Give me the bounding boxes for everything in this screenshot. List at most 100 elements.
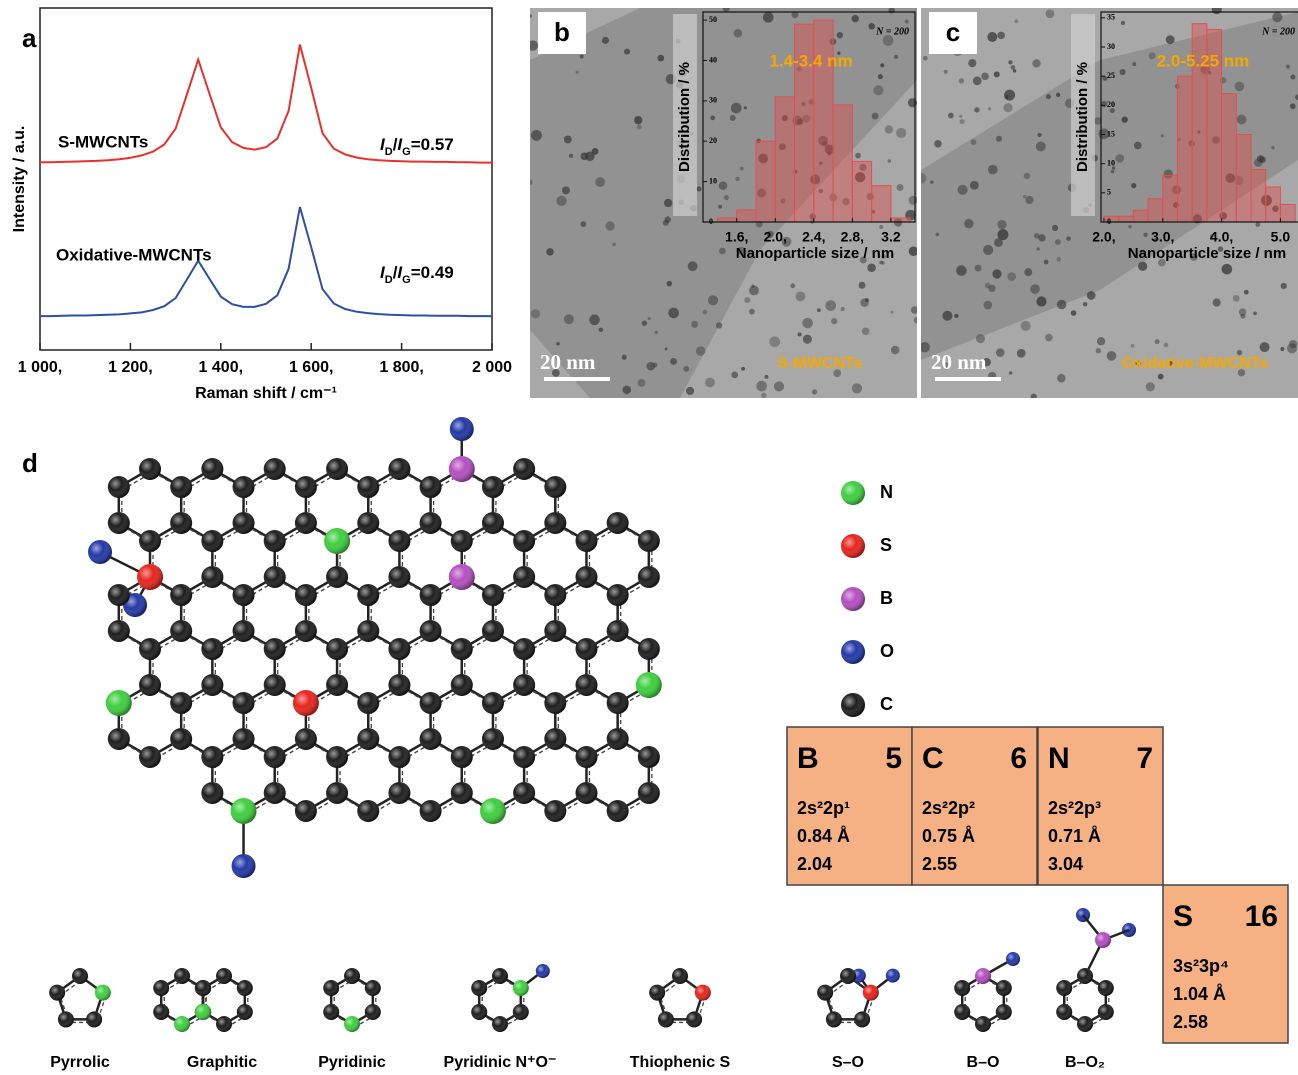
atom-shade: [201, 782, 223, 804]
particle: [916, 173, 926, 183]
atom-shade: [170, 620, 192, 642]
particle: [1128, 225, 1131, 228]
particle: [749, 309, 755, 315]
particle: [909, 196, 918, 205]
particle: [956, 265, 967, 276]
particle: [623, 385, 632, 394]
atom-shade: [170, 692, 192, 714]
atom-shade: [544, 512, 566, 534]
atom-shade: [513, 782, 535, 804]
particle: [1007, 272, 1016, 281]
particle: [1281, 283, 1287, 289]
particle: [1004, 90, 1015, 101]
particle: [1120, 69, 1126, 75]
particle: [602, 37, 609, 44]
particle: [716, 322, 722, 328]
particle: [1044, 260, 1049, 265]
atom-shade: [575, 638, 597, 660]
atom-shade: [482, 512, 504, 534]
particle: [763, 12, 774, 23]
electronegativity: 2.55: [922, 854, 957, 874]
fragment-label: B–O₂: [1065, 1054, 1105, 1071]
particle: [1036, 141, 1046, 151]
particle: [914, 317, 920, 323]
atom-shade: [195, 1004, 211, 1020]
element-number: 5: [885, 742, 902, 775]
histogram-bar: [1222, 94, 1237, 222]
atom-shade: [264, 746, 286, 768]
particle: [1235, 82, 1244, 91]
particle: [936, 233, 940, 237]
atom-shade: [482, 692, 504, 714]
legend-label: O: [880, 641, 894, 661]
atom-shade: [58, 1011, 74, 1027]
atom-shade: [326, 674, 348, 696]
panel-a: a1 000,1 200,1 400,1 600,1 800,2 000Rama…: [11, 8, 512, 402]
particle: [580, 55, 584, 59]
particle: [803, 335, 812, 344]
series-label: S-MWCNTs: [58, 132, 148, 151]
atom-shade: [95, 985, 111, 1001]
y-tick-label: 10: [1107, 158, 1115, 167]
element-symbol: S: [1173, 900, 1193, 933]
atom-shade: [513, 530, 535, 552]
particle: [1030, 284, 1040, 294]
atom-shade: [326, 566, 348, 588]
legend-label: N: [880, 482, 893, 502]
atom-shade: [658, 1011, 674, 1027]
particle: [1111, 170, 1115, 174]
particle: [1146, 382, 1155, 391]
particle: [987, 32, 997, 42]
particle: [996, 348, 1005, 357]
scale-bar-label: 20 nm: [540, 350, 596, 374]
x-tick-label: 2.4,: [802, 229, 825, 245]
particle: [1009, 371, 1013, 375]
histogram-bar: [737, 210, 756, 222]
atom-shade: [544, 800, 566, 822]
particle: [975, 265, 982, 272]
particle: [612, 243, 616, 247]
particle: [562, 186, 570, 194]
element-number: 7: [1136, 742, 1153, 775]
sample-size: N = 200: [1261, 26, 1295, 37]
atom-shade: [170, 512, 192, 534]
atom-shade: [295, 476, 317, 498]
atom-shade: [233, 728, 255, 750]
atom-shade: [420, 800, 442, 822]
particle: [648, 317, 651, 320]
atom-shade: [449, 456, 475, 482]
particle: [862, 327, 870, 335]
particle: [654, 331, 657, 334]
ratio-part: G: [402, 146, 411, 158]
particle: [994, 71, 1000, 77]
particle: [638, 379, 646, 387]
particle: [691, 321, 698, 328]
particle: [564, 314, 574, 324]
atom-shade: [237, 980, 253, 996]
particle: [909, 246, 919, 256]
particle: [897, 184, 904, 191]
atom-shade: [233, 692, 255, 714]
histogram-bar: [1119, 216, 1134, 222]
particle: [790, 283, 795, 288]
particle: [948, 113, 954, 119]
x-tick-label: 1 800,: [379, 359, 423, 376]
particle: [911, 306, 919, 314]
particle: [944, 70, 948, 74]
particle: [1057, 257, 1062, 262]
particle: [683, 366, 689, 372]
atom-shade: [1077, 968, 1093, 984]
atom-shade: [513, 638, 535, 660]
atom-shade: [841, 640, 865, 664]
particle: [930, 180, 934, 184]
particle: [890, 311, 893, 314]
y-tick-label: 35: [1107, 13, 1115, 22]
fragment-label: Thiophenic S: [630, 1054, 731, 1071]
particle: [765, 375, 769, 379]
particle: [837, 32, 843, 38]
atom-shade: [357, 584, 379, 606]
atom-shade: [139, 530, 161, 552]
particle: [1271, 146, 1274, 149]
atom-shade: [420, 476, 442, 498]
atom-shade: [264, 674, 286, 696]
